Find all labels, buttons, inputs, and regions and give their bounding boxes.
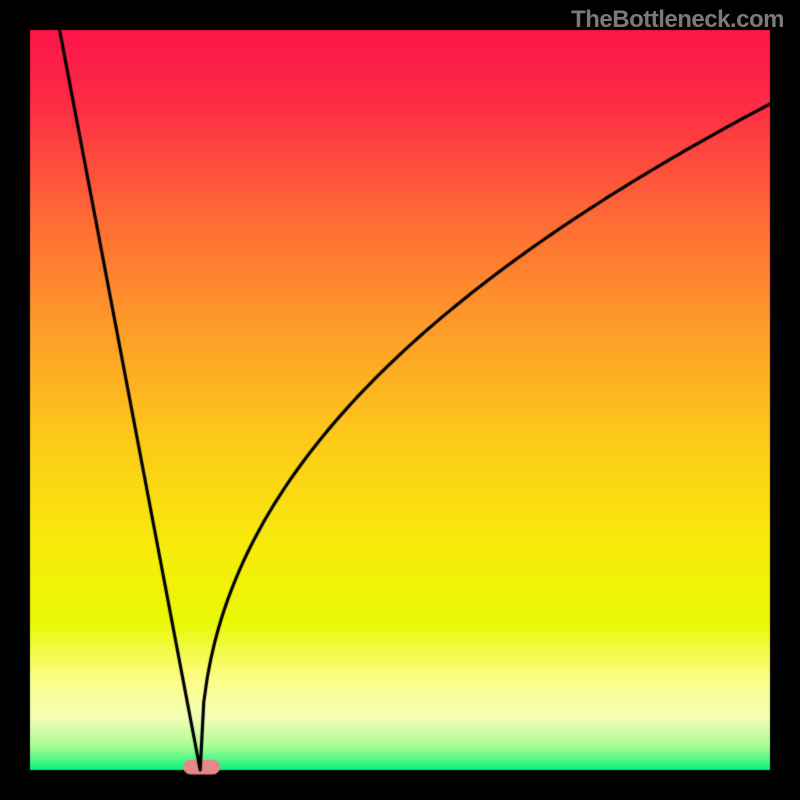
watermark-label: TheBottleneck.com	[571, 6, 784, 34]
bottleneck-chart: TheBottleneck.com	[0, 0, 800, 800]
chart-curve-layer	[0, 0, 800, 800]
